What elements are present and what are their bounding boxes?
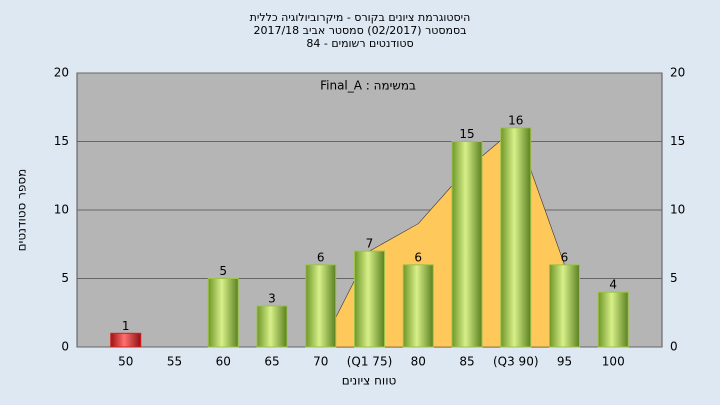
y2-tick-label: 5 (670, 271, 678, 285)
y2-tick-label: 15 (670, 134, 685, 148)
x-tick-label: (Q3 90) (493, 355, 539, 369)
value-label: 6 (317, 250, 325, 264)
x-tick-label: 95 (557, 355, 572, 369)
y-tick-label: 15 (54, 134, 69, 148)
value-label: 3 (268, 291, 276, 305)
value-label: 16 (508, 113, 523, 127)
chart-title: סטודנטים רשומים - 84 (306, 37, 413, 50)
x-axis-label: טווח ציונים (342, 374, 397, 388)
y2-tick-label: 10 (670, 203, 685, 217)
y-axis-label: מספר סטודנטים (15, 169, 29, 252)
x-tick-label: 80 (411, 355, 426, 369)
y-tick-label: 0 (61, 340, 69, 354)
bar (597, 291, 629, 348)
x-tick-label: 70 (313, 355, 328, 369)
bar (500, 127, 532, 348)
bar (402, 264, 434, 348)
bar (451, 141, 483, 348)
x-tick-label: 100 (602, 355, 625, 369)
value-label: 15 (459, 127, 474, 141)
y2-tick-label: 0 (670, 340, 678, 354)
y2-tick-label: 20 (670, 66, 685, 80)
bar (110, 332, 142, 348)
bar (305, 264, 337, 348)
x-tick-label: (Q1 75) (347, 355, 393, 369)
x-tick-label: 60 (216, 355, 231, 369)
bar (207, 278, 239, 348)
bar (354, 250, 385, 348)
y-tick-label: 10 (54, 203, 69, 217)
value-label: 6 (561, 250, 569, 264)
value-label: 5 (219, 264, 227, 278)
x-tick-label: 85 (459, 355, 474, 369)
chart-title: בסמסטר (02/2017) סמסטר אביב 2017/18 (253, 24, 466, 37)
chart-title: היסטוגרמת ציונים בקורס - מיקרוביולוגיה כ… (250, 11, 471, 24)
x-tick-label: 55 (167, 355, 182, 369)
y-tick-label: 20 (54, 66, 69, 80)
bar (256, 305, 288, 348)
value-label: 1 (122, 319, 130, 333)
value-label: 4 (609, 278, 617, 292)
value-label: 6 (414, 250, 422, 264)
value-label: 7 (366, 237, 374, 251)
annotation: Final_A : במשימה (320, 79, 416, 93)
bar (549, 264, 580, 348)
x-tick-label: 50 (118, 355, 133, 369)
y-tick-label: 5 (61, 271, 69, 285)
x-tick-label: 65 (264, 355, 279, 369)
